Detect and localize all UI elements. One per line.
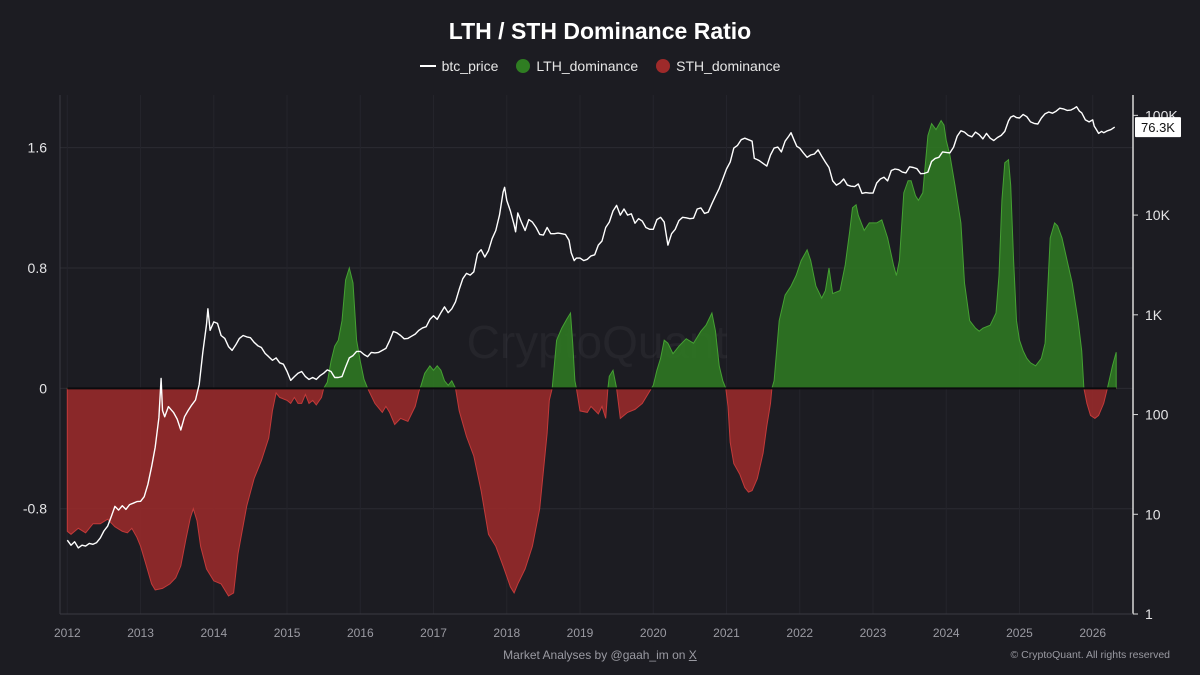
legend-label: LTH_dominance: [536, 58, 639, 74]
x-link[interactable]: X: [688, 648, 697, 662]
x-tick-label: 2016: [347, 626, 374, 640]
x-tick-label: 2023: [860, 626, 887, 640]
current-price-badge: [1135, 117, 1181, 138]
x-tick-label: 2024: [933, 626, 960, 640]
chart-title: LTH / STH Dominance Ratio: [448, 18, 752, 44]
current-price-label: 76.3K: [1141, 120, 1175, 135]
footer-credit: Market Analyses by @gaah_im on X: [0, 648, 1200, 662]
y-left-tick-label: 0: [39, 380, 47, 396]
price-series: [66, 106, 1116, 549]
y-right-tick-label: 10K: [1145, 207, 1171, 223]
y-right-tick-label: 100: [1145, 407, 1169, 423]
x-tick-label: 2021: [713, 626, 740, 640]
x-tick-label: 2026: [1079, 626, 1106, 640]
y-right-tick-label: 1K: [1145, 307, 1163, 323]
legend-item-sth-dominance[interactable]: STH_dominance: [656, 58, 780, 74]
x-tick-label: 2025: [1006, 626, 1033, 640]
y-left-tick-label: 1.6: [28, 140, 48, 156]
btc-price-line: [66, 106, 1116, 549]
legend-line-swatch: [419, 65, 436, 67]
legend-dot-swatch: [656, 59, 671, 73]
legend-label: STH_dominance: [676, 58, 781, 74]
legend-dot-swatch: [516, 59, 531, 73]
x-tick-label: 2015: [274, 626, 301, 640]
copyright-notice: © CryptoQuant. All rights reserved: [1010, 649, 1170, 661]
legend-label: btc_price: [441, 58, 499, 74]
x-tick-label: 2018: [493, 626, 520, 640]
axes: [59, 95, 1134, 615]
x-tick-label: 2019: [567, 626, 594, 640]
chart-legend: btc_price LTH_dominance STH_dominance: [0, 58, 1200, 74]
x-tick-label: 2022: [786, 626, 813, 640]
legend-item-lth-dominance[interactable]: LTH_dominance: [516, 58, 638, 74]
x-tick-label: 2012: [54, 626, 81, 640]
y-right-tick-label: 1: [1145, 606, 1153, 622]
legend-item-btc-price[interactable]: btc_price: [419, 58, 499, 74]
x-tick-label: 2014: [200, 626, 227, 640]
credit-text: Market Analyses by @gaah_im on: [503, 648, 686, 662]
y-left-tick-label: 0.8: [28, 260, 48, 276]
x-tick-label: 2020: [640, 626, 667, 640]
y-right-tick-label: 10: [1145, 506, 1161, 522]
x-tick-label: 2013: [127, 626, 154, 640]
x-tick-label: 2017: [420, 626, 447, 640]
y-left-tick-label: -0.8: [23, 501, 47, 517]
